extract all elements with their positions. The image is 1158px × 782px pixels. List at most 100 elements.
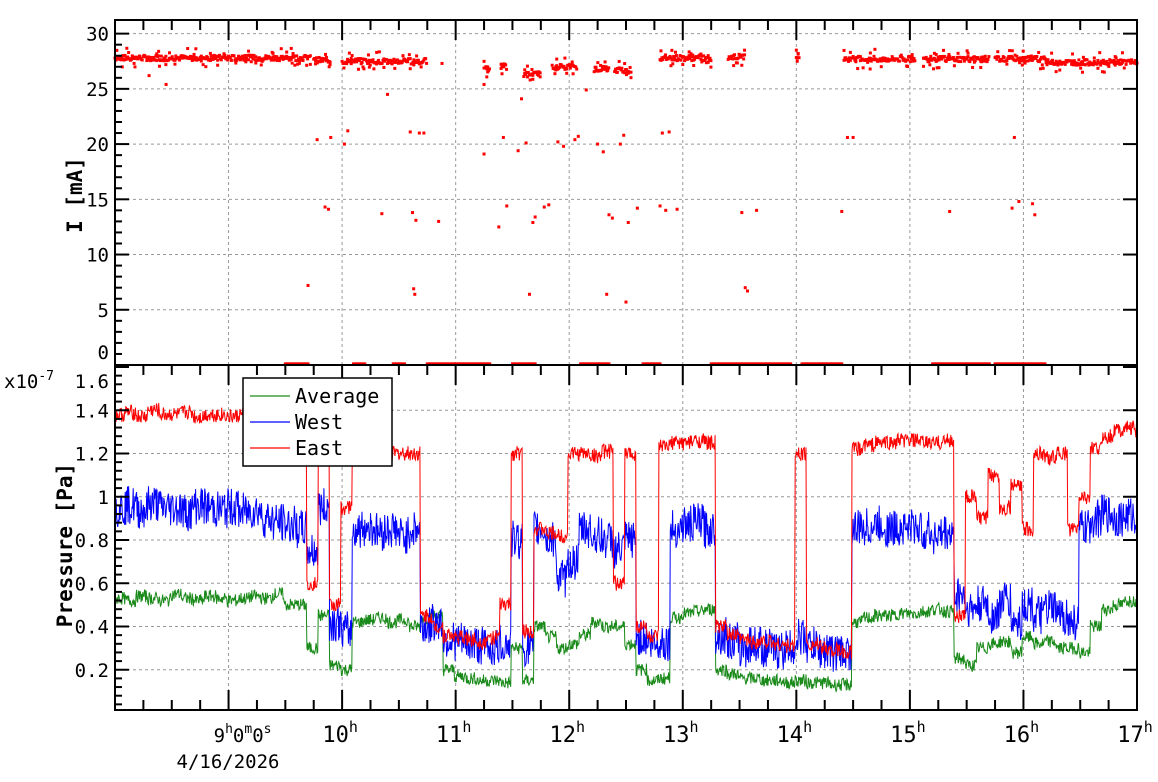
current-point — [193, 55, 197, 59]
current-point — [850, 56, 854, 60]
current-point — [574, 65, 578, 69]
current-point — [842, 48, 846, 52]
current-point — [524, 141, 528, 145]
current-point — [391, 59, 395, 63]
current-point — [1103, 60, 1107, 64]
current-point — [522, 74, 526, 78]
current-point — [500, 72, 504, 76]
current-axis-title: I [mA] — [63, 157, 87, 233]
current-point — [966, 51, 970, 55]
current-point — [270, 56, 274, 60]
current-point — [629, 76, 633, 80]
current-point — [531, 73, 535, 77]
current-point — [148, 59, 152, 63]
current-point — [913, 59, 917, 63]
current-point — [883, 56, 887, 60]
current-point — [868, 67, 872, 71]
current-point — [531, 77, 535, 81]
current-point — [208, 51, 212, 55]
current-point — [997, 55, 1001, 59]
current-point — [204, 57, 208, 61]
current-point — [731, 57, 735, 61]
current-point — [308, 62, 312, 66]
current-point — [1132, 61, 1136, 65]
x-tick-label: 15h — [890, 718, 926, 748]
current-point — [1079, 63, 1083, 67]
current-point — [232, 54, 236, 58]
current-point — [942, 54, 946, 58]
current-point — [347, 51, 351, 55]
current-point — [844, 56, 848, 60]
current-point — [629, 70, 633, 74]
current-point — [1025, 55, 1029, 59]
current-point — [415, 54, 419, 58]
current-point — [538, 71, 542, 75]
current-point — [499, 66, 503, 70]
current-point — [180, 56, 184, 60]
current-point — [264, 54, 268, 58]
current-point — [164, 63, 168, 67]
current-point — [1075, 61, 1079, 65]
current-point — [702, 54, 706, 58]
current-point — [795, 56, 799, 60]
current-point — [796, 52, 800, 56]
current-point — [952, 64, 956, 68]
current-point — [278, 56, 282, 60]
current-point — [795, 59, 799, 63]
current-point — [437, 219, 441, 223]
current-point — [565, 71, 569, 75]
current-point — [911, 59, 915, 63]
current-point — [1100, 70, 1104, 74]
current-point — [482, 82, 486, 86]
current-point — [683, 59, 687, 63]
current-point — [523, 68, 527, 72]
current-point — [1028, 58, 1032, 62]
current-point — [613, 70, 617, 74]
current-point — [318, 60, 322, 64]
current-point — [607, 213, 611, 217]
current-point — [1073, 61, 1077, 65]
current-point — [247, 49, 251, 53]
current-point — [699, 57, 703, 61]
hour-value: 16 — [1004, 723, 1031, 748]
current-point — [660, 56, 664, 60]
current-point — [291, 52, 295, 56]
current-point — [315, 61, 319, 65]
current-point — [689, 52, 693, 56]
current-point — [599, 68, 603, 72]
current-point — [137, 56, 141, 60]
current-point — [576, 134, 580, 138]
hour-value: 14 — [777, 723, 804, 748]
current-point — [746, 289, 750, 293]
current-point — [215, 54, 219, 58]
current-point — [607, 362, 611, 366]
current-point — [425, 61, 429, 65]
current-point — [1031, 57, 1035, 61]
current-point — [324, 52, 328, 56]
current-point — [536, 73, 540, 77]
current-point — [277, 59, 281, 63]
current-point — [263, 56, 267, 60]
current-y-tick-label: 0 — [98, 342, 109, 364]
current-point — [401, 54, 405, 58]
current-point — [866, 60, 870, 64]
current-point — [351, 58, 355, 62]
current-point — [219, 58, 223, 62]
current-point — [1107, 62, 1111, 66]
current-point — [403, 362, 407, 366]
current-point — [381, 58, 385, 62]
current-point — [306, 283, 310, 287]
current-point — [320, 56, 324, 60]
current-point — [164, 82, 168, 86]
pressure-y-tick-label: 0.2 — [75, 660, 109, 682]
current-point — [690, 59, 694, 63]
current-point — [321, 59, 325, 63]
current-point — [553, 72, 557, 76]
current-point — [1082, 58, 1086, 62]
current-point — [1042, 55, 1046, 59]
current-point — [1010, 55, 1014, 59]
current-point — [132, 61, 136, 65]
current-point — [945, 57, 949, 61]
current-point — [361, 65, 365, 69]
current-point — [355, 60, 359, 64]
